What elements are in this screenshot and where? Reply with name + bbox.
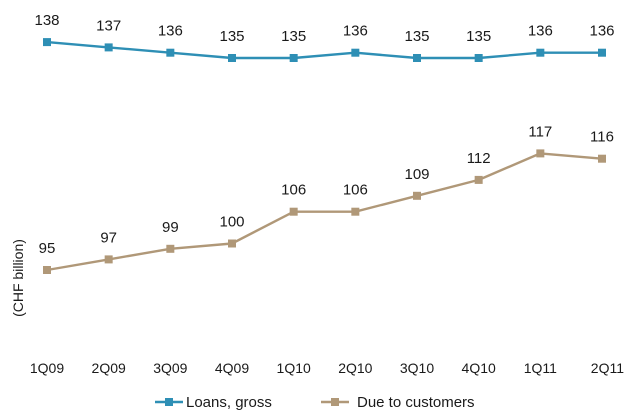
series-layer: 138 137 136 135 135 136 135 135 136 136 95 97 99 100 1… [34,12,615,274]
data-label: 109 [404,166,429,183]
legend-label: Due to customers [357,394,475,411]
legend-marker [331,398,339,406]
data-label: 95 [39,240,56,257]
data-label: 135 [281,28,306,45]
x-tick-label: 1Q11 [524,360,557,376]
y-axis-title: (CHF billion) [10,239,26,317]
data-point [474,175,483,184]
legend-label: Loans, gross [186,394,272,411]
data-point [104,255,113,264]
x-tick-label: 1Q10 [277,360,311,376]
data-label: 106 [281,182,306,199]
x-tick-label: 2Q10 [338,360,372,376]
data-label: 137 [96,17,121,34]
data-point [536,48,545,57]
data-label: 112 [467,150,491,167]
legend-marker [165,398,173,406]
data-label: 106 [343,182,368,199]
data-label: 135 [466,28,491,45]
data-label: 99 [162,219,179,236]
data-point [43,266,51,274]
data-label: 138 [34,12,59,29]
data-point [289,54,298,62]
series-line-0 [46,40,602,60]
legend: Loans, gross Due to customers [155,394,475,411]
data-label: 135 [404,28,429,45]
x-tick-label: 4Q10 [462,360,496,376]
legend-item-1: Due to customers [321,394,475,411]
series-0: 138 137 136 135 135 136 135 135 136 136 [34,12,615,62]
x-axis-tick-labels: 1Q09 2Q09 3Q09 4Q09 1Q10 2Q10 3Q10 4Q10 1Q11 2Q11 [30,360,624,376]
data-point [228,239,236,248]
data-label: 100 [219,214,244,231]
data-label: 116 [590,129,614,146]
data-label: 117 [528,123,552,140]
data-point [228,54,236,62]
data-point [474,54,483,62]
data-point [598,48,606,57]
data-point [536,149,545,158]
data-label: 136 [343,23,368,40]
data-point [43,38,51,47]
x-tick-label: 2Q11 [591,360,624,376]
data-label: 97 [100,229,117,246]
data-point [166,244,175,253]
legend-item-0: Loans, gross [155,394,272,411]
series-1: 95 97 99 100 106 106 109 112 117 116 [39,123,614,274]
data-label: 136 [158,23,183,40]
x-tick-label: 3Q10 [400,360,434,376]
data-point [166,48,175,57]
data-point [413,191,421,200]
data-point [413,54,421,62]
data-point [598,154,606,163]
data-label: 136 [589,23,614,40]
data-label: 136 [528,23,553,40]
series-line-1 [46,152,603,272]
data-point [289,207,298,216]
x-tick-label: 2Q09 [92,360,126,376]
x-tick-label: 3Q09 [153,360,187,376]
x-tick-label: 1Q09 [30,360,64,376]
data-point [104,43,113,52]
data-point [351,48,360,57]
data-point [351,207,360,216]
data-label: 135 [219,28,244,45]
x-tick-label: 4Q09 [215,360,249,376]
